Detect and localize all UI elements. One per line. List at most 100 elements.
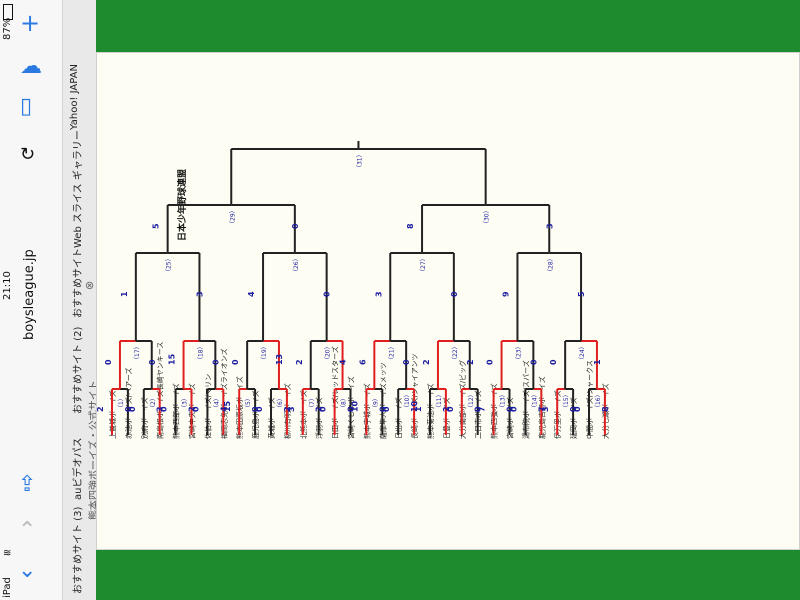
score-value: 7 bbox=[478, 406, 487, 412]
score-value: 0 bbox=[211, 359, 220, 365]
game-label: （11） bbox=[436, 391, 443, 411]
score-value: 10 bbox=[350, 400, 359, 412]
score-value: 2 bbox=[295, 359, 304, 365]
score-value: 0 bbox=[509, 406, 518, 412]
battery-icon bbox=[3, 4, 13, 20]
score-value: 0 bbox=[402, 359, 411, 365]
score-value: 2 bbox=[188, 406, 197, 412]
score-value: 0 bbox=[319, 406, 328, 412]
game-label: （6） bbox=[277, 395, 284, 411]
score-value: 0 bbox=[148, 359, 157, 365]
score-value: 0 bbox=[446, 406, 455, 412]
bottom-green-band bbox=[96, 550, 800, 600]
game-label: （4） bbox=[213, 395, 220, 411]
game-label: （2） bbox=[150, 395, 157, 411]
score-value: 2 bbox=[283, 406, 292, 412]
game-label: （30） bbox=[484, 207, 491, 227]
score-value: 5 bbox=[152, 223, 161, 229]
game-label: （3） bbox=[182, 395, 189, 411]
score-value: 6 bbox=[358, 359, 367, 365]
forward-icon[interactable]: ⌃ bbox=[18, 518, 37, 543]
score-value: 0 bbox=[191, 406, 200, 412]
score-value: 0 bbox=[124, 406, 133, 412]
back-icon[interactable]: ⌄ bbox=[18, 558, 37, 583]
game-label: （15） bbox=[563, 391, 570, 411]
score-value: 3 bbox=[156, 406, 165, 412]
score-value: 4 bbox=[339, 359, 348, 365]
score-value: 0 bbox=[347, 406, 356, 412]
game-label: （20） bbox=[325, 343, 332, 363]
bracket-frame: 日本少年野球連盟 上益城ボーイズ赤池ボーイズ/ベアーズ別府ボーイズ南島根ボーイズ… bbox=[96, 52, 800, 550]
tournament-bracket: 上益城ボーイズ赤池ボーイズ/ベアーズ別府ボーイズ南島根ボーイズ長崎ヤンキース熊本… bbox=[97, 141, 610, 439]
favorite-item[interactable]: おすすめサイト (2) bbox=[73, 326, 84, 414]
score-value: 5 bbox=[577, 291, 586, 297]
game-label: （18） bbox=[197, 343, 204, 363]
game-label: （24） bbox=[579, 343, 586, 363]
score-value: 0 bbox=[255, 406, 264, 412]
game-label: （16） bbox=[595, 391, 602, 411]
game-label: （1） bbox=[118, 395, 125, 411]
favorite-item[interactable]: Web スライス ギャラリー bbox=[73, 130, 84, 248]
score-value: 0 bbox=[382, 406, 391, 412]
score-value: 3 bbox=[287, 406, 296, 412]
game-label: （9） bbox=[372, 395, 379, 411]
score-value: 4 bbox=[219, 406, 228, 412]
status-time: 21:10 bbox=[2, 271, 13, 300]
favorite-item[interactable]: auビデオパス bbox=[73, 437, 84, 500]
close-tab-icon[interactable]: ⊗ bbox=[83, 280, 96, 290]
score-value: 10 bbox=[410, 400, 419, 412]
game-label: （17） bbox=[134, 343, 141, 363]
score-value: 7 bbox=[537, 406, 546, 412]
score-value: 0 bbox=[128, 406, 137, 412]
score-value: 0 bbox=[549, 359, 558, 365]
top-green-band bbox=[96, 0, 800, 52]
tab-row: おすすめサイト (3) auビデオパス おすすめサイト (2) おすすめサイト … bbox=[62, 0, 100, 600]
score-value: 0 bbox=[529, 359, 538, 365]
score-value: 2 bbox=[315, 406, 324, 412]
device-label: iPad bbox=[2, 577, 13, 598]
game-label: （19） bbox=[261, 343, 268, 363]
browser-chrome: iPad 21:10 87% ≋ ⌄ ⌃ ⇪ boysleague.jp ↻ ▯… bbox=[0, 0, 100, 600]
score-value: 0 bbox=[474, 406, 483, 412]
game-label: （23） bbox=[515, 343, 522, 363]
bookmarks-icon[interactable]: ▯ bbox=[20, 94, 33, 119]
url-field[interactable]: boysleague.jp bbox=[22, 249, 37, 340]
score-value: 1 bbox=[120, 291, 129, 297]
game-label: （29） bbox=[229, 207, 236, 227]
score-value: 1 bbox=[414, 406, 423, 412]
score-value: 3 bbox=[374, 291, 383, 297]
score-value: 2 bbox=[466, 359, 475, 365]
game-label: （7） bbox=[309, 395, 316, 411]
game-label: （8） bbox=[341, 395, 348, 411]
score-value: 15 bbox=[168, 353, 177, 365]
game-label: （5） bbox=[245, 395, 252, 411]
game-label: （22） bbox=[452, 343, 459, 363]
score-value: 1 bbox=[593, 359, 602, 365]
battery-label: 87% bbox=[2, 17, 13, 40]
score-value: 0 bbox=[231, 359, 240, 365]
score-value: 0 bbox=[291, 223, 300, 229]
favorite-item[interactable]: おすすめサイト bbox=[73, 248, 84, 318]
score-value: 0 bbox=[104, 359, 113, 365]
score-value: 0 bbox=[323, 291, 332, 297]
favorite-item[interactable]: Yahoo! JAPAN bbox=[69, 64, 80, 130]
game-label: （14） bbox=[531, 391, 538, 411]
score-value: 9 bbox=[501, 291, 510, 297]
share-icon[interactable]: ⇪ bbox=[18, 472, 37, 497]
icloud-icon[interactable]: ☁ bbox=[20, 54, 42, 79]
favorite-item[interactable]: おすすめサイト (3) bbox=[73, 506, 84, 594]
score-value: 3 bbox=[541, 406, 550, 412]
game-label: （25） bbox=[166, 255, 173, 275]
game-label: （26） bbox=[293, 255, 300, 275]
wifi-icon: ≋ bbox=[3, 548, 12, 559]
score-value: 8 bbox=[406, 223, 415, 229]
game-label: （10） bbox=[404, 391, 411, 411]
game-label: （12） bbox=[468, 391, 475, 411]
score-value: 0 bbox=[573, 406, 582, 412]
new-tab-icon[interactable]: + bbox=[20, 9, 41, 37]
score-value: 0 bbox=[569, 406, 578, 412]
reload-icon[interactable]: ↻ bbox=[20, 144, 36, 165]
web-page: 日本少年野球連盟 上益城ボーイズ赤池ボーイズ/ベアーズ別府ボーイズ南島根ボーイズ… bbox=[96, 0, 800, 600]
game-label: （27） bbox=[420, 255, 427, 275]
game-label: （28） bbox=[547, 255, 554, 275]
